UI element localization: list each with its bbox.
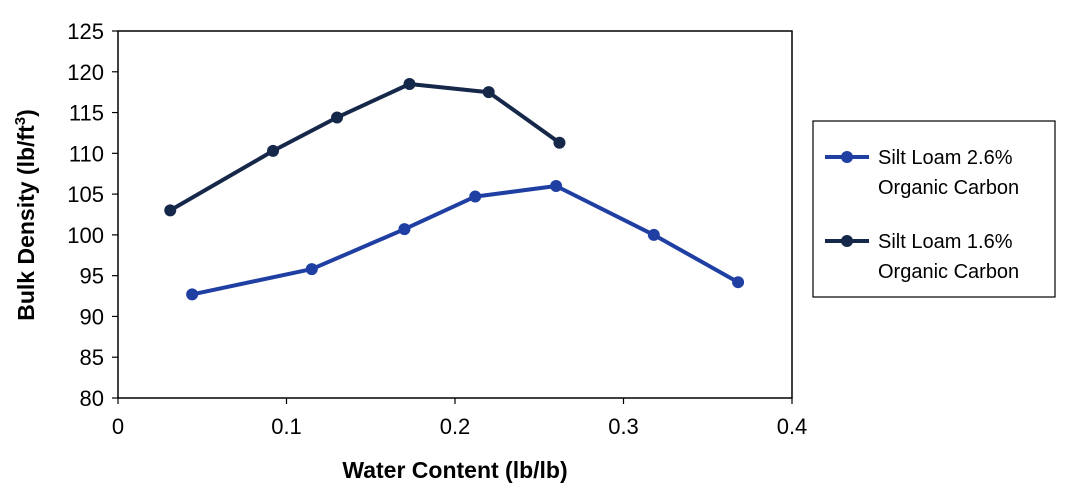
series-0-point bbox=[550, 179, 563, 192]
series-1-point bbox=[403, 78, 416, 91]
y-tick-label: 125 bbox=[67, 19, 104, 44]
plot-area bbox=[117, 30, 793, 399]
x-tick-label: 0.2 bbox=[440, 414, 471, 439]
legend-label-silt-loam-2-6-line2: Organic Carbon bbox=[878, 177, 1019, 199]
series-line-1 bbox=[169, 82, 561, 213]
legend-label-silt-loam-1-6-line2: Organic Carbon bbox=[878, 261, 1019, 283]
series-0-point bbox=[469, 190, 482, 203]
x-tick-label: 0.1 bbox=[271, 414, 302, 439]
series-0-point bbox=[186, 288, 199, 301]
y-axis-title-superscript: 3 bbox=[12, 117, 29, 125]
series-1-point bbox=[482, 86, 495, 99]
legend-box bbox=[812, 120, 1056, 298]
series-1-point bbox=[164, 204, 177, 217]
legend-marker-silt-loam-2-6 bbox=[841, 151, 853, 163]
legend: Silt Loam 2.6% Organic Carbon Silt Loam … bbox=[812, 120, 1056, 298]
y-axis-title: Bulk Density (lb/ft3) bbox=[12, 109, 39, 321]
series-1-point bbox=[331, 111, 344, 124]
y-tick-label: 95 bbox=[80, 264, 104, 289]
y-tick-label: 80 bbox=[80, 386, 104, 411]
series-0-point bbox=[732, 276, 745, 289]
y-tick-label: 100 bbox=[67, 223, 104, 248]
series-0-point bbox=[305, 263, 318, 276]
series-1-point bbox=[267, 144, 280, 157]
x-axis-ticks: 0 0.1 0.2 0.3 0.4 bbox=[112, 398, 807, 439]
legend-label-silt-loam-2-6-line1: Silt Loam 2.6% bbox=[878, 147, 1013, 169]
y-axis-ticks: 80 85 90 95 100 105 110 115 120 125 bbox=[67, 19, 118, 411]
series-0-point bbox=[647, 228, 660, 241]
y-tick-label: 90 bbox=[80, 304, 104, 329]
legend-marker-silt-loam-1-6 bbox=[841, 235, 853, 247]
x-axis-title: Water Content (lb/lb) bbox=[342, 457, 567, 483]
series-0-point bbox=[398, 223, 411, 236]
y-axis-title-close: ) bbox=[13, 109, 39, 117]
y-tick-label: 105 bbox=[67, 182, 104, 207]
legend-label-silt-loam-1-6-line1: Silt Loam 1.6% bbox=[878, 231, 1013, 253]
y-axis-title-main: Bulk Density (lb/ft bbox=[13, 125, 39, 321]
series-layer bbox=[164, 78, 745, 301]
y-tick-label: 110 bbox=[69, 141, 104, 166]
y-tick-label: 115 bbox=[69, 101, 104, 126]
series-1-point bbox=[553, 136, 566, 149]
x-tick-label: 0.4 bbox=[777, 414, 808, 439]
x-tick-label: 0.3 bbox=[608, 414, 639, 439]
x-tick-label: 0 bbox=[112, 414, 124, 439]
y-tick-label: 85 bbox=[80, 345, 104, 370]
y-tick-label: 120 bbox=[67, 60, 104, 85]
